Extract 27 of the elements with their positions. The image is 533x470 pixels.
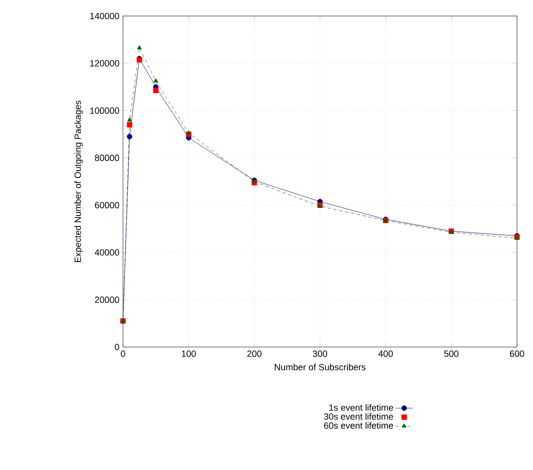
point [137, 45, 142, 50]
y-tick-label: 120000 [90, 60, 120, 66]
x-tick-label: 600 [510, 350, 524, 357]
point [153, 88, 159, 94]
point [126, 122, 132, 128]
x-tick-label: 200 [247, 350, 262, 357]
y-axis-title: Expected Number of Outgoing Packages [74, 100, 83, 262]
y-tick-label: 100000 [90, 107, 120, 114]
x-tick-label: 100 [182, 350, 196, 357]
x-tick-label: 400 [378, 350, 393, 357]
y-tick-label: 0 [114, 344, 120, 350]
y-tick-label: 20000 [95, 296, 120, 303]
x-tick-label: 500 [444, 350, 458, 357]
y-tick-label: 60000 [95, 202, 120, 208]
legend-label: 30s event lifetime [324, 413, 394, 420]
y-tick-label: 40000 [94, 249, 120, 256]
legend-label: 1s event lifetime [329, 404, 394, 411]
x-tick-label: 300 [312, 350, 328, 357]
x-axis-title: Number of Subscribers [274, 364, 366, 370]
y-tick-label: 140000 [90, 12, 120, 20]
x-tick-label: 0 [120, 350, 126, 357]
legend-label: 60s event lifetime [324, 422, 394, 429]
point [153, 78, 158, 82]
point [186, 130, 192, 134]
y-tick-label: 80000 [94, 154, 120, 162]
point [126, 134, 132, 140]
point [127, 117, 132, 122]
